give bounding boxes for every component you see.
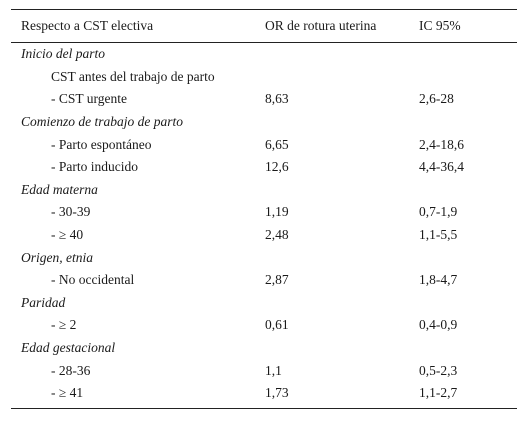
row-label: - ≥ 40 — [11, 227, 265, 243]
odds-ratio-cell: 2,48 — [265, 227, 289, 243]
table-row: - Parto inducido 12,6 4,4-36,4 — [11, 156, 517, 179]
confidence-interval-cell: 0,5-2,3 — [419, 362, 458, 378]
row-label-text: - ≥ 2 — [51, 317, 77, 333]
row-label-text: - 28-36 — [51, 362, 91, 378]
row-label: - No occidental — [11, 272, 265, 288]
confidence-interval-cell: 1,1-5,5 — [419, 227, 458, 243]
row-label: CST antes del trabajo de parto — [11, 69, 265, 85]
row-label-text: - 30-39 — [51, 204, 91, 220]
row-label: - ≥ 2 — [11, 317, 265, 333]
confidence-interval-cell: 0,4-0,9 — [419, 317, 458, 333]
table-row: - ≥ 40 2,48 1,1-5,5 — [11, 224, 517, 247]
confidence-interval-cell: 1,1-2,7 — [419, 385, 458, 401]
table-row: - Parto espontáneo 6,65 2,4-18,6 — [11, 133, 517, 156]
group-label: Edad materna — [21, 181, 98, 197]
odds-ratio-cell: 6,65 — [265, 136, 289, 152]
table-top-rule — [11, 9, 517, 10]
table-header-rule — [11, 42, 517, 43]
table-bottom-rule — [11, 407, 517, 409]
group-label: Origen, etnia — [21, 249, 93, 265]
row-label: - 28-36 — [11, 363, 265, 379]
confidence-interval-cell: 4,4-36,4 — [419, 159, 464, 175]
table-row: - CST urgente 8,63 2,6-28 — [11, 88, 517, 111]
table-row: - No occidental 2,87 1,8-4,7 — [11, 269, 517, 292]
group-label: Inicio del parto — [21, 46, 105, 62]
table-group-row: Origen, etnia — [11, 246, 517, 269]
header-ci: IC 95% — [419, 18, 461, 33]
table-row: - 28-36 1,1 0,5-2,3 — [11, 359, 517, 382]
table-row: - 30-39 1,19 0,7-1,9 — [11, 201, 517, 224]
odds-ratio-cell: 8,63 — [265, 91, 289, 107]
header-or: OR de rotura uterina — [265, 18, 377, 33]
table-group-row: Inicio del parto — [11, 43, 517, 66]
row-label-text: - No occidental — [51, 272, 135, 288]
group-label: Comienzo de trabajo de parto — [21, 114, 183, 130]
row-label: - ≥ 41 — [11, 385, 265, 401]
table-group-row: Comienzo de trabajo de parto — [11, 111, 517, 134]
odds-ratio-cell: 1,1 — [265, 362, 282, 378]
confidence-interval-cell: 1,8-4,7 — [419, 272, 458, 288]
table-body: Inicio del parto CST antes del trabajo de… — [11, 43, 517, 408]
confidence-interval-cell: 0,7-1,9 — [419, 204, 458, 220]
table-row: CST antes del trabajo de parto — [11, 66, 517, 89]
row-label-text: - ≥ 41 — [51, 385, 84, 401]
row-label-text: - ≥ 40 — [51, 227, 84, 243]
row-label-text: CST antes del trabajo de parto — [51, 68, 215, 84]
confidence-interval-cell: 2,6-28 — [419, 91, 454, 107]
row-label: - Parto espontáneo — [11, 137, 265, 153]
odds-ratio-cell: 12,6 — [265, 159, 289, 175]
row-label: - Parto inducido — [11, 159, 265, 175]
confidence-interval-cell: 2,4-18,6 — [419, 136, 464, 152]
row-label: - 30-39 — [11, 204, 265, 220]
table-group-row: Paridad — [11, 292, 517, 315]
odds-ratio-cell: 2,87 — [265, 272, 289, 288]
row-label-text: - Parto espontáneo — [51, 136, 152, 152]
odds-ratio-cell: 1,73 — [265, 385, 289, 401]
row-label: - CST urgente — [11, 91, 265, 107]
results-table: Respecto a CST electiva OR de rotura ute… — [11, 9, 517, 409]
group-label: Edad gestacional — [21, 340, 116, 356]
odds-ratio-cell: 0,61 — [265, 317, 289, 333]
row-label-text: - Parto inducido — [51, 159, 138, 175]
table-header-row: Respecto a CST electiva OR de rotura ute… — [11, 10, 517, 42]
table-row: - ≥ 41 1,73 1,1-2,7 — [11, 382, 517, 405]
row-label-text: - CST urgente — [51, 91, 127, 107]
header-reference: Respecto a CST electiva — [21, 18, 154, 33]
odds-ratio-cell: 1,19 — [265, 204, 289, 220]
table-group-row: Edad gestacional — [11, 337, 517, 360]
group-label: Paridad — [21, 294, 66, 310]
table-group-row: Edad materna — [11, 179, 517, 202]
table-row: - ≥ 2 0,61 0,4-0,9 — [11, 314, 517, 337]
